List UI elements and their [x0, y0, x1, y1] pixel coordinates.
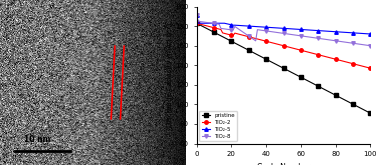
Y-axis label: Discharge Capacity (mAh g⁻¹): Discharge Capacity (mAh g⁻¹)	[165, 23, 173, 127]
X-axis label: Cycle Number: Cycle Number	[257, 163, 310, 165]
Text: 10 nm: 10 nm	[24, 135, 51, 144]
Legend: pristine, TiO₂-2, TiO₂-5, TiO₂-8: pristine, TiO₂-2, TiO₂-5, TiO₂-8	[199, 111, 237, 141]
